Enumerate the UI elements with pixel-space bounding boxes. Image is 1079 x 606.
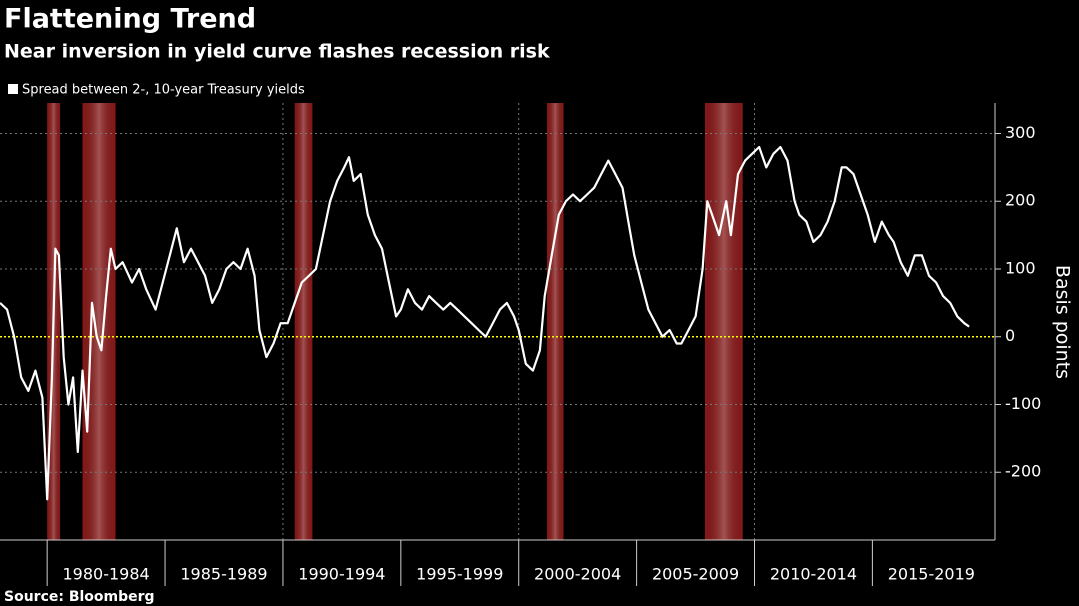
chart-subtitle: Near inversion in yield curve flashes re… (4, 41, 550, 63)
line-series (0, 145, 970, 501)
x-tick-label: 2005-2009 (652, 565, 739, 584)
x-tick-label: 1995-1999 (416, 565, 503, 584)
legend-swatch (8, 84, 18, 94)
x-tick-label: 1990-1994 (298, 565, 385, 584)
y-tick-label: 200 (1005, 191, 1036, 210)
x-tick-label: 1985-1989 (180, 565, 267, 584)
recession-highlight (704, 103, 743, 540)
y-tick-label: 300 (1005, 123, 1036, 142)
source: Source: Bloomberg (4, 589, 155, 605)
x-tick-label: 2010-2014 (770, 565, 857, 584)
y-tick-label: -200 (1005, 462, 1041, 481)
legend-label: Spread between 2-, 10-year Treasury yiel… (22, 83, 305, 98)
recession-highlight (547, 103, 564, 540)
y-axis-title: Basis points (1052, 265, 1074, 379)
x-tick-label: 2000-2004 (534, 565, 621, 584)
y-tick-label: -100 (1005, 394, 1041, 413)
recession-highlight (294, 103, 313, 540)
y-tick-label: 100 (1005, 258, 1036, 277)
x-tick-label: 1980-1984 (62, 565, 149, 584)
x-tick-label: 2015-2019 (888, 565, 975, 584)
recession-highlight (82, 103, 116, 540)
y-tick-label: 0 (1005, 326, 1015, 345)
chart-title: Flattening Trend (4, 4, 256, 35)
